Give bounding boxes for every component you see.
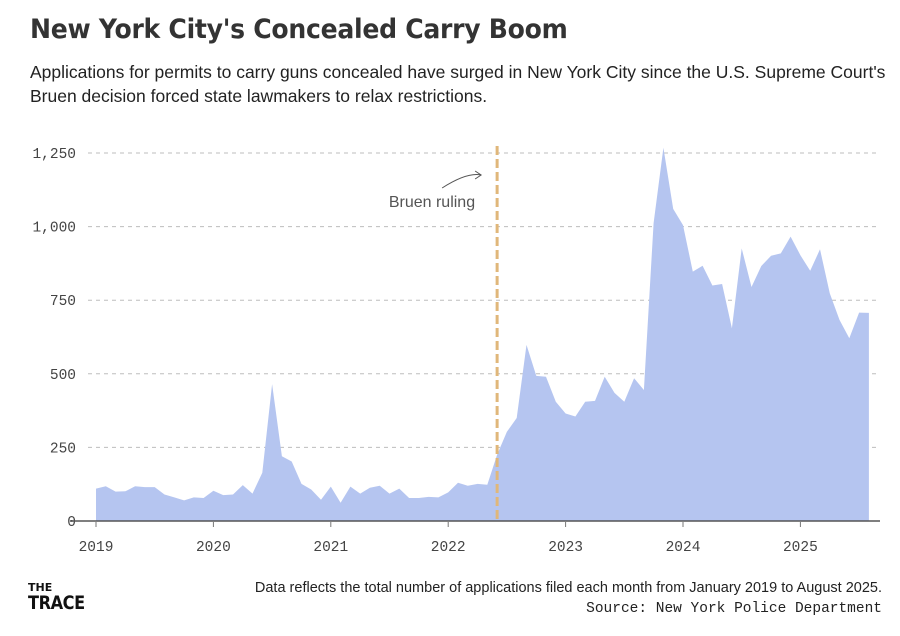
logo-line1: THE — [28, 581, 53, 594]
x-tick-label: 2021 — [313, 540, 348, 556]
y-tick-label: 750 — [50, 294, 76, 310]
y-tick-label: 0 — [67, 515, 76, 531]
y-tick-label: 1,000 — [32, 221, 76, 237]
logo-line2: TRACE — [28, 592, 85, 614]
bruen-ruling-label: Bruen ruling — [389, 194, 475, 211]
area-chart: Bruen ruling 0 250 500 750 1,000 1,250 2019 202… — [32, 146, 880, 556]
x-tick-label: 2023 — [548, 540, 583, 556]
arrowhead-icon — [474, 170, 483, 180]
x-tick-label: 2020 — [196, 540, 231, 556]
area-series — [96, 147, 869, 521]
chart-subtitle: Applications for permits to carry guns c… — [30, 62, 886, 106]
chart-title: New York City's Concealed Carry Boom — [30, 14, 568, 45]
x-tick-label: 2025 — [783, 540, 818, 556]
data-note: Data reflects the total number of applic… — [254, 580, 882, 596]
the-trace-logo: THE TRACE — [28, 578, 95, 613]
x-tick-label: 2022 — [431, 540, 466, 556]
x-tick-label: 2019 — [79, 540, 114, 556]
annotation-arrow — [441, 174, 482, 189]
y-tick-label: 250 — [50, 441, 76, 457]
y-tick-label: 500 — [50, 368, 76, 384]
x-tick-label: 2024 — [666, 540, 701, 556]
y-tick-label: 1,250 — [32, 147, 76, 163]
source-note: Source: New York Police Department — [586, 601, 882, 617]
